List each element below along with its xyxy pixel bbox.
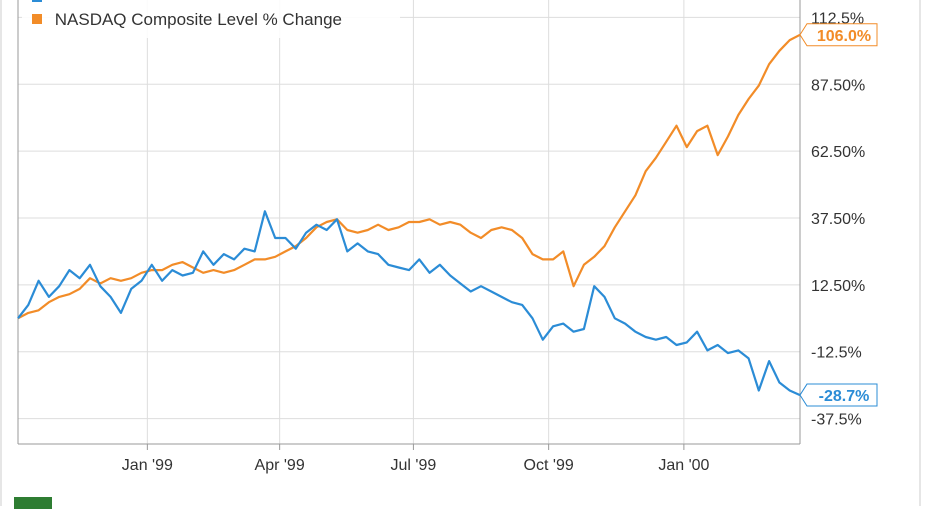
y-tick-label: -12.5% [811,345,862,362]
end-value-label: -28.7% [819,388,870,405]
y-tick-label: 12.50% [811,278,865,295]
legend: NASDAQ Composite Level % Change [22,0,400,38]
x-tick-label: Jan '00 [658,457,709,474]
legend-item-nasdaq: NASDAQ Composite Level % Change [32,10,342,30]
ycharts-logo-icon [14,497,52,509]
legend-label-nasdaq: NASDAQ Composite Level % Change [54,10,342,29]
end-labels: 106.0% -28.7% [799,23,878,407]
y-tick-label: 37.50% [811,211,865,228]
x-tick-label: Jul '99 [391,457,437,474]
end-label-box [799,23,878,47]
legend-item-blue-series [32,0,50,8]
x-tick-label: Apr '99 [255,457,305,474]
y-tick-label: 87.50% [811,77,865,94]
axes [0,0,921,506]
blue-series-line [17,210,801,397]
legend-swatch-blue [32,0,42,2]
tick-labels: 112.5% 87.50% 62.50% 37.50% 12.50% -12.5% -37.… [122,10,865,474]
x-tick-label: Jan '99 [122,457,173,474]
end-value-label: 106.0% [817,28,871,45]
x-tick-label: Oct '99 [524,457,574,474]
y-tick-label: 112.5% [811,10,864,27]
legend-swatch-orange [32,13,42,24]
y-tick-label: -37.5% [811,412,862,429]
y-tick-label: 62.50% [811,144,865,161]
series-lines [17,33,801,397]
end-label-box [799,383,878,407]
